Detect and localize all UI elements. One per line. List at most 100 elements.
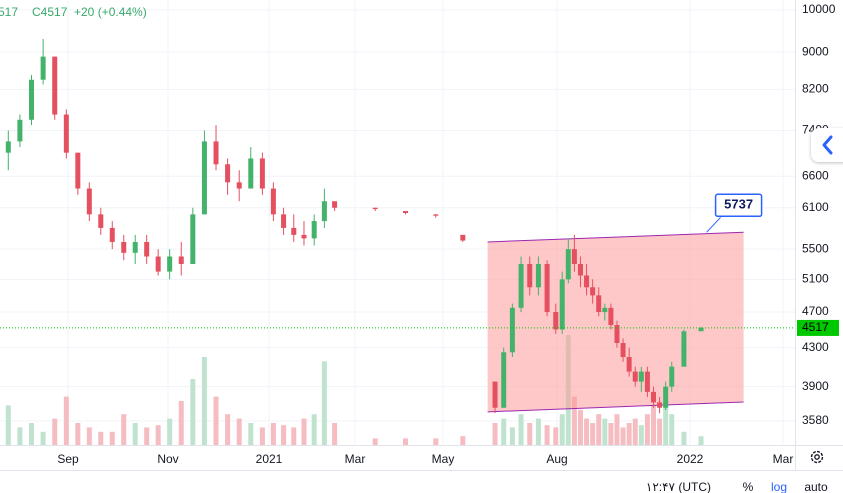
volume-bar [663,401,669,445]
candle-body [577,263,583,276]
toolbar-log[interactable]: log [771,480,787,493]
volume-bar [332,423,338,445]
candle-body [669,366,675,387]
candle-body [632,371,638,382]
volume-bar [501,418,507,445]
candle-body [372,207,378,210]
volume-bar [698,436,704,445]
candle-body [501,352,507,408]
settings-button[interactable] [810,450,824,464]
candle-body [29,79,35,120]
volume-bar [608,423,614,445]
volume-bar [301,418,307,445]
header-change: +20 (+0.44%) [74,5,147,19]
candle-body [201,141,207,215]
x-tick-label: 2022 [677,452,704,466]
x-tick-label: Mar [773,452,794,466]
candle-body [259,158,265,189]
volume-bar [248,423,254,445]
last-price-tag [797,319,839,336]
x-tick-label: Sep [57,452,79,466]
volume-bar [650,405,656,445]
volume-bar [553,427,559,445]
volume-bar [596,414,602,445]
overlay-layer: 4517 5737 [0,193,839,336]
candle-body [190,214,196,264]
y-tick-label: 10000 [802,2,836,16]
candle-body [644,371,650,392]
volume-bar [602,418,608,445]
volume-bar [620,427,626,445]
toolbar-time[interactable]: ۱۲:۴۷ (UTC) [646,480,711,493]
volume-bar [17,427,23,445]
volume-bar [291,427,297,445]
candle-body [614,325,620,344]
candle-body [509,307,515,353]
volume-bar [167,418,173,445]
volume-bar [544,425,550,445]
candle-body [620,343,626,358]
candle-body [75,152,81,189]
candle-body [663,386,669,408]
candle-body [626,357,632,372]
x-tick-label: 2021 [256,452,283,466]
volume-bar [509,427,515,445]
x-tick-label: Aug [546,452,567,466]
candle-body [155,256,161,272]
volume-bar [311,414,317,445]
volume-bar [372,438,378,445]
candle-body [63,114,69,153]
volume-bar [681,431,687,445]
candle-body [311,221,317,239]
volume-bar [5,405,11,445]
candle-body [565,249,571,280]
volume-bar [178,401,184,445]
volume-bar [52,418,58,445]
candle-body [518,263,524,308]
volume-bar [535,418,541,445]
volume-bar [321,361,327,445]
header-price: 4517 [0,5,18,19]
candle-body [5,141,11,153]
y-tick-label: 6100 [802,200,829,214]
scroll-button[interactable] [811,128,843,162]
volume-bar [518,414,524,445]
volume-bar [86,427,92,445]
volume-bar [638,425,644,445]
volume-bar [144,427,150,445]
channel-label-pointer [706,216,721,233]
candle-body [544,263,550,313]
volume-bar [559,414,565,445]
volume-bar [63,396,69,445]
volume-bar [281,425,287,445]
candle-body [52,56,58,115]
candle-body [492,381,498,408]
channel-label: 5737 [724,197,753,212]
candle-body [584,275,590,288]
volume-bar [40,431,46,445]
y-tick-label: 3580 [802,413,829,427]
volume-bar [577,409,583,445]
volume-bar [201,357,207,445]
volume-bar [644,414,650,445]
volume-bar [259,427,265,445]
candle-body [86,188,92,215]
last-price-label: 4517 [802,320,829,334]
toolbar-percent[interactable]: % [743,480,754,493]
candle-body [281,214,287,228]
candle-body [98,214,104,228]
y-tick-label: 9000 [802,44,829,58]
volume-bar [236,418,242,445]
channel-label-box [714,193,763,218]
channel-bottom [487,401,744,413]
volume-bar [492,423,498,445]
toolbar-auto[interactable]: auto [804,480,828,493]
candle-body [248,158,254,189]
candle-body [236,182,242,189]
volume-bar [626,423,632,445]
channel-layer [487,231,744,413]
candle-body [178,256,184,264]
candle-body [596,295,602,313]
candle-body [225,164,231,183]
